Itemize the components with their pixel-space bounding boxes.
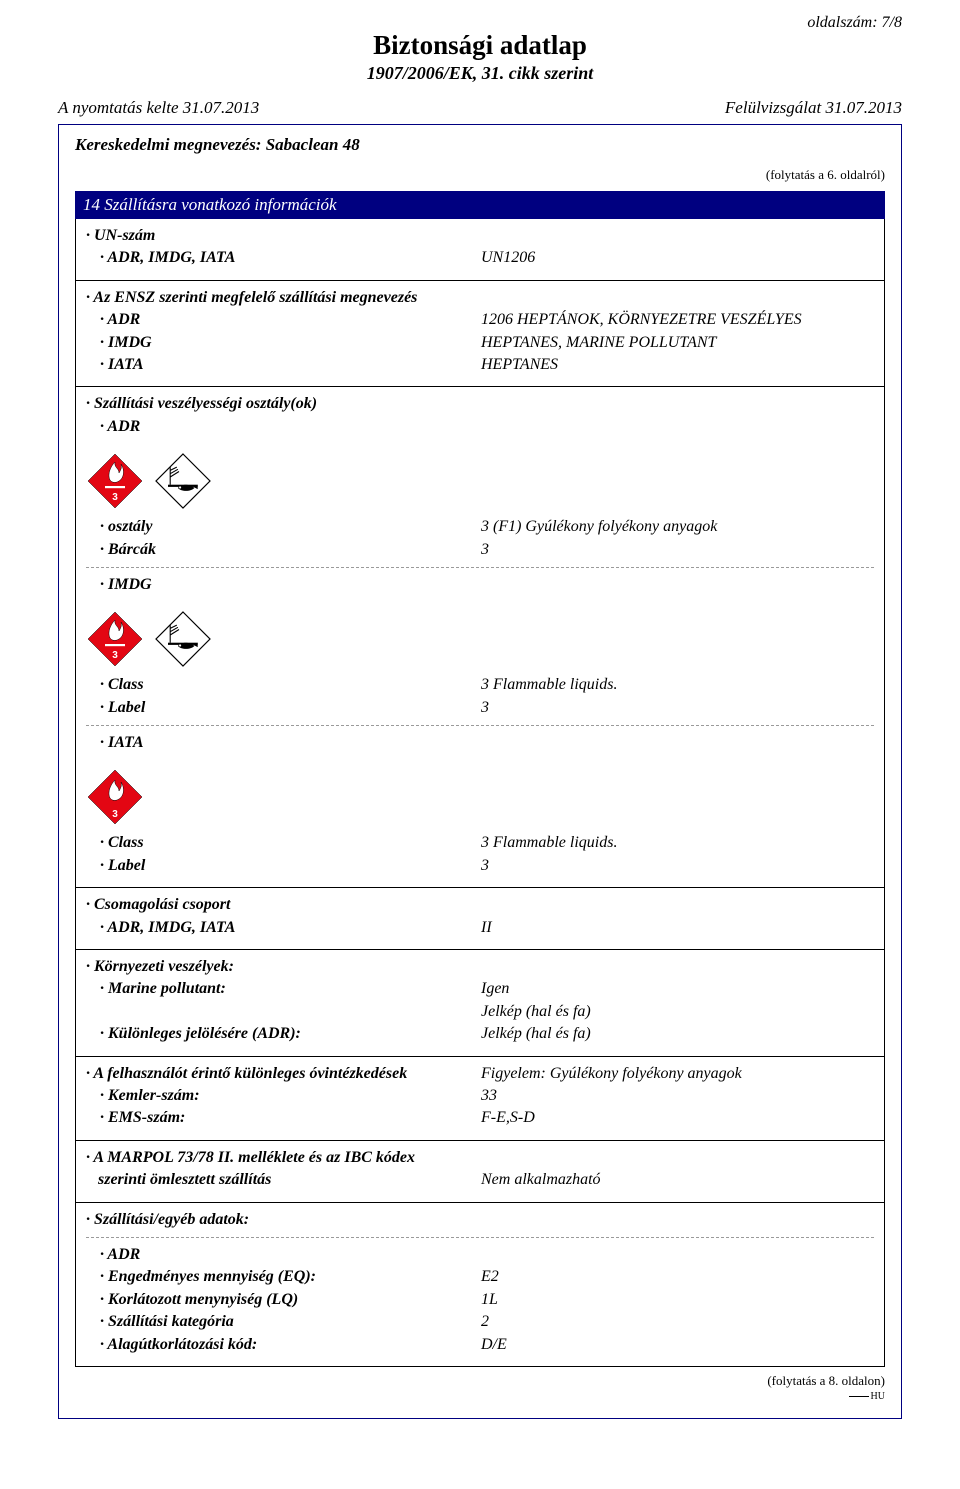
imdg-label-value: 3 xyxy=(481,697,874,719)
marine-pollutant-label: Marine pollutant: xyxy=(86,978,481,1000)
adr-label-value: 3 xyxy=(481,539,874,561)
psn-heading: Az ENSZ szerinti megfelelő szállítási me… xyxy=(86,287,481,309)
cat-value: 2 xyxy=(481,1311,874,1333)
flammable-placard-icon xyxy=(86,610,144,668)
marine-pollutant-value-1: Igen xyxy=(481,978,874,1000)
kemler-label: Kemler-szám: xyxy=(86,1085,481,1107)
special-marking-label: Különleges jelölésére (ADR): xyxy=(86,1023,481,1045)
un-value: UN1206 xyxy=(481,247,874,269)
iata-label-value: 3 xyxy=(481,855,874,877)
imdg-class-label: Class xyxy=(86,674,481,696)
revision-date: Felülvizsgálat 31.07.2013 xyxy=(725,98,902,118)
imdg-heading: IMDG xyxy=(86,574,481,596)
hazard-class-heading: Szállítási veszélyességi osztály(ok) xyxy=(86,393,481,415)
other-adr-heading: ADR xyxy=(86,1244,481,1266)
print-date: A nyomtatás kelte 31.07.2013 xyxy=(58,98,259,118)
un-heading: UN-szám xyxy=(86,225,481,247)
trade-name: Kereskedelmi megnevezés: Sabaclean 48 xyxy=(75,135,885,155)
other-heading: Szállítási/egyéb adatok: xyxy=(86,1209,481,1231)
marpol-value: Nem alkalmazható xyxy=(481,1169,874,1191)
lq-label: Korlátozott menynyiség (LQ) xyxy=(86,1289,481,1311)
packing-group-line: ADR, IMDG, IATA xyxy=(86,917,481,939)
psn-imdg-value: HEPTANES, MARINE POLLUTANT xyxy=(481,332,874,354)
marpol-line1: A MARPOL 73/78 II. melléklete és az IBC … xyxy=(86,1147,481,1169)
psn-adr-value: 1206 HEPTÁNOK, KÖRNYEZETRE VESZÉLYES xyxy=(481,309,874,331)
content-frame: Kereskedelmi megnevezés: Sabaclean 48 (f… xyxy=(58,124,902,1419)
page-number: oldalszám: 7/8 xyxy=(807,14,902,32)
packing-group-heading: Csomagolási csoport xyxy=(86,894,481,916)
marine-pollutant-value-2: Jelkép (hal és fa) xyxy=(481,1001,874,1023)
tunnel-value: D/E xyxy=(481,1334,874,1356)
environment-placard-icon xyxy=(154,610,212,668)
continued-from: (folytatás a 6. oldalról) xyxy=(75,167,885,183)
precautions-heading-value: Figyelem: Gyúlékony folyékony anyagok xyxy=(481,1063,874,1085)
doc-subtitle: 1907/2006/EK, 31. cikk szerint xyxy=(58,63,902,84)
flammable-placard-icon xyxy=(86,452,144,510)
eq-value: E2 xyxy=(481,1266,874,1288)
adr-heading: ADR xyxy=(86,416,481,438)
cat-label: Szállítási kategória xyxy=(86,1311,481,1333)
precautions-heading: A felhasználót érintő különleges óvintéz… xyxy=(86,1063,481,1085)
iata-class-value: 3 Flammable liquids. xyxy=(481,832,874,854)
flammable-placard-icon xyxy=(86,768,144,826)
iata-heading: IATA xyxy=(86,732,481,754)
ems-label: EMS-szám: xyxy=(86,1107,481,1129)
env-hazards-heading: Környezeti veszélyek: xyxy=(86,956,481,978)
psn-adr-label: ADR xyxy=(86,309,481,331)
doc-title: Biztonsági adatlap xyxy=(58,30,902,61)
imdg-label-label: Label xyxy=(86,697,481,719)
adr-class-value: 3 (F1) Gyúlékony folyékony anyagok xyxy=(481,516,874,538)
country-code: HU xyxy=(75,1391,885,1402)
un-line-label: ADR, IMDG, IATA xyxy=(86,247,481,269)
adr-class-label: osztály xyxy=(86,516,481,538)
eq-label: Engedményes mennyiség (EQ): xyxy=(86,1266,481,1288)
iata-class-label: Class xyxy=(86,832,481,854)
packing-group-value: II xyxy=(481,917,874,939)
tunnel-label: Alagútkorlátozási kód: xyxy=(86,1334,481,1356)
special-marking-value: Jelkép (hal és fa) xyxy=(481,1023,874,1045)
adr-label-label: Bárcák xyxy=(86,539,481,561)
psn-iata-label: IATA xyxy=(86,354,481,376)
ems-value: F-E,S-D xyxy=(481,1107,874,1129)
environment-placard-icon xyxy=(154,452,212,510)
imdg-class-value: 3 Flammable liquids. xyxy=(481,674,874,696)
kemler-value: 33 xyxy=(481,1085,874,1107)
marpol-line2: szerinti ömlesztett szállítás xyxy=(86,1169,481,1191)
continued-to: (folytatás a 8. oldalon) xyxy=(75,1373,885,1389)
psn-iata-value: HEPTANES xyxy=(481,354,874,376)
psn-imdg-label: IMDG xyxy=(86,332,481,354)
section-14-header: 14 Szállításra vonatkozó információk xyxy=(75,191,885,219)
lq-value: 1L xyxy=(481,1289,874,1311)
section-14-body: UN-szám ADR, IMDG, IATA UN1206 Az ENSZ s… xyxy=(75,219,885,1367)
iata-label-label: Label xyxy=(86,855,481,877)
